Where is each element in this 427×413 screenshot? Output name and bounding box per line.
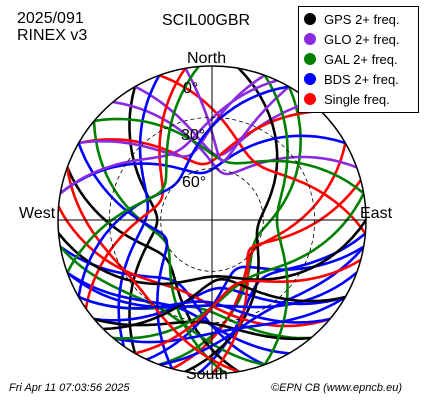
- direction-west: West: [19, 205, 56, 222]
- satellite-track-34: [59, 79, 279, 195]
- legend-item-gal: GAL 2+ freq.: [304, 49, 414, 69]
- satellite-track-37: [77, 295, 332, 324]
- satellite-track-10: [145, 245, 365, 361]
- legend-item-gps: GPS 2+ freq.: [304, 9, 414, 29]
- legend-label-gps: GPS 2+ freq.: [324, 11, 400, 27]
- satellite-track-31: [158, 245, 365, 366]
- horizon-circle: [57, 65, 367, 375]
- direction-north: North: [187, 50, 227, 67]
- legend-label-single: Single freq.: [324, 91, 390, 107]
- satellite-track-36: [101, 277, 347, 331]
- legend-dot-gps: [304, 13, 316, 25]
- satellite-track-19: [210, 178, 363, 374]
- legend-label-glo: GLO 2+ freq.: [324, 31, 400, 47]
- direction-south: South: [186, 366, 228, 383]
- ring-label-30: 30°: [181, 127, 205, 144]
- satellite-track-26: [184, 67, 291, 163]
- footer-timestamp: Fri Apr 11 07:03:56 2025: [9, 382, 130, 394]
- rinex-format: RINEX v3: [17, 27, 88, 44]
- satellite-track-14: [66, 271, 291, 355]
- station-title: SCIL00GBR: [162, 12, 251, 29]
- footer-credit: ©EPN CB (www.epncb.eu): [271, 382, 402, 394]
- satellite-track-16: [117, 74, 161, 348]
- legend-label-bds: BDS 2+ freq.: [324, 71, 399, 87]
- satellite-track-18: [77, 74, 266, 158]
- ring-label-0: 0°: [183, 80, 198, 97]
- satellite-track-22: [111, 295, 347, 344]
- legend-dot-gal: [304, 53, 316, 65]
- legend-dot-single: [304, 93, 316, 105]
- satellite-track-25: [59, 134, 347, 195]
- legend-item-bds: BDS 2+ freq.: [304, 69, 414, 89]
- legend-dot-bds: [304, 73, 316, 85]
- legend-label-gal: GAL 2+ freq.: [324, 51, 398, 67]
- satellite-track-24: [158, 74, 366, 235]
- legend-item-single: Single freq.: [304, 89, 414, 109]
- satellite-track-39: [66, 66, 200, 274]
- date-code: 2025/091: [17, 10, 84, 27]
- satellite-track-12: [111, 100, 358, 176]
- legend: GPS 2+ freq. GLO 2+ freq. GAL 2+ freq. B…: [298, 6, 419, 113]
- legend-item-glo: GLO 2+ freq.: [304, 29, 414, 49]
- ring-label-60: 60°: [182, 174, 206, 191]
- satellite-track-38: [133, 258, 363, 355]
- satellite-track-29: [84, 67, 187, 310]
- satellite-tracks: [58, 66, 366, 374]
- satellite-track-30: [58, 218, 366, 286]
- legend-dot-glo: [304, 33, 316, 45]
- direction-east: East: [360, 205, 393, 222]
